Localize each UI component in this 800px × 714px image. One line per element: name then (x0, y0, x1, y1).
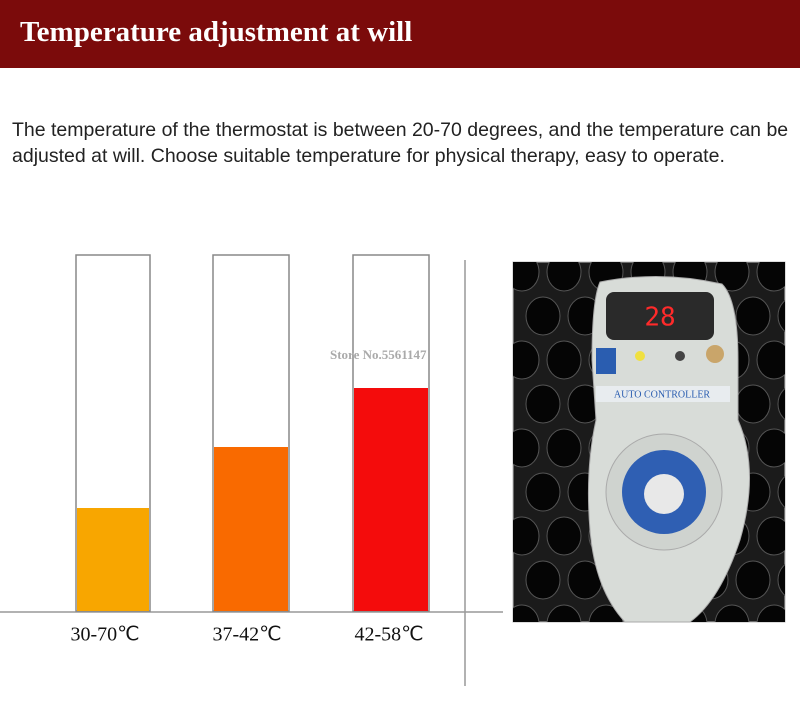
bump (714, 604, 750, 622)
bump (513, 340, 540, 380)
bump (777, 299, 785, 333)
bump (777, 387, 785, 421)
tube-label: 42-58℃ (354, 624, 423, 646)
bump (525, 472, 561, 512)
bump (756, 340, 785, 380)
bump (546, 604, 582, 622)
power-led (635, 351, 645, 361)
tube-label: 30-70℃ (70, 624, 139, 646)
title: Temperature adjustment at will (20, 16, 413, 48)
dial-center (644, 474, 684, 514)
bump (513, 262, 540, 292)
label-strip (596, 386, 730, 402)
panel-label: AUTO CONTROLLER (614, 389, 711, 400)
bump (525, 560, 561, 600)
description: The temperature of the thermostat is bet… (12, 119, 789, 167)
bump (756, 516, 785, 556)
bump (777, 563, 785, 597)
header-bar: Temperature adjustment at will (0, 0, 800, 68)
bump (756, 262, 785, 292)
bump (735, 384, 771, 424)
bump (513, 604, 540, 622)
bump (513, 428, 540, 468)
bump (546, 428, 582, 468)
bump (546, 340, 582, 380)
display (606, 292, 714, 340)
bump (525, 384, 561, 424)
watermark: Store No.5561147 (330, 347, 427, 362)
bump (525, 296, 561, 336)
bump (777, 475, 785, 509)
tube-label: 37-42℃ (212, 624, 281, 646)
bump (756, 604, 785, 622)
bump (735, 296, 771, 336)
knob-small (706, 345, 724, 363)
bump (513, 516, 540, 556)
product-photo: 28 AUTO CONTROLLER (512, 261, 786, 623)
display-digits: 28 (644, 303, 675, 333)
tube-fill (354, 388, 428, 611)
bump (714, 262, 750, 292)
confirm-led (675, 351, 685, 361)
bump (546, 262, 582, 292)
bump (546, 516, 582, 556)
bump (735, 560, 771, 600)
logo (596, 348, 616, 374)
bump (756, 428, 785, 468)
tube-fill (77, 508, 149, 611)
tube-fill (214, 447, 288, 611)
